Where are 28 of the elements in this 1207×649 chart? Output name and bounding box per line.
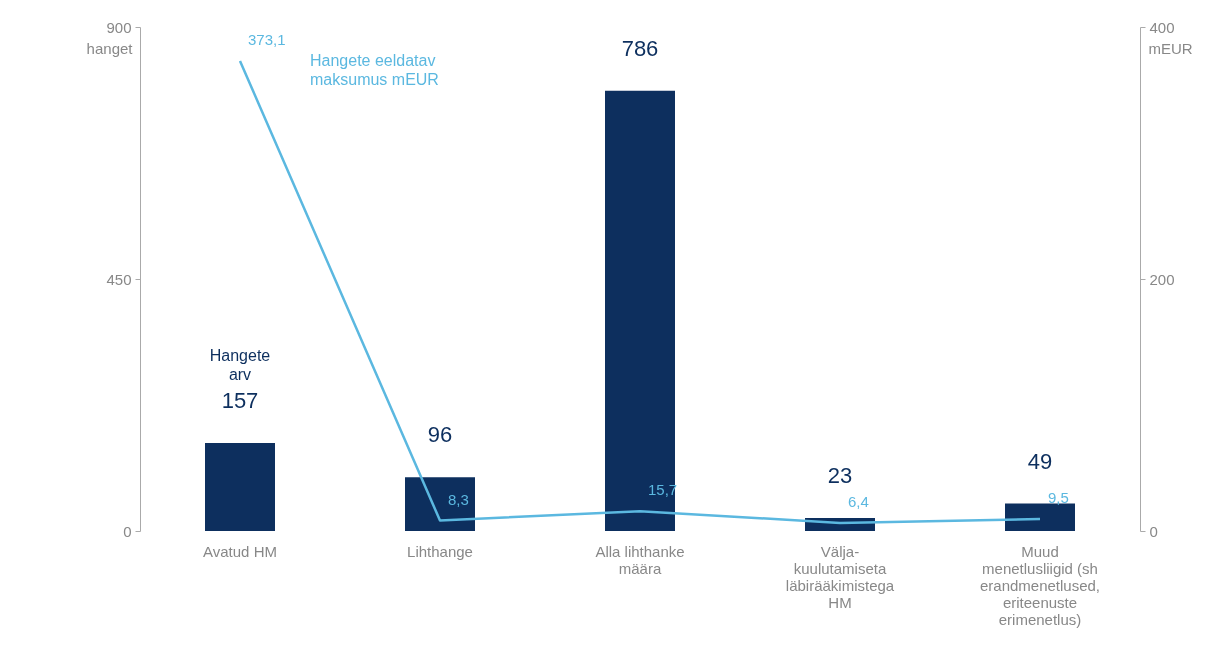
bar <box>205 443 275 531</box>
text: Hangete eeldatav maksumus mEUR <box>310 51 439 88</box>
y-tick-label: 0 <box>123 522 132 540</box>
y2-tick-label: 0 <box>1149 522 1158 540</box>
x-tick-label: Muud menetlusliigid (sh erandmenetlused, eriteenuste erimenetlus) <box>979 543 1101 628</box>
bar <box>1005 503 1075 531</box>
y-axis-title: hanget <box>86 39 134 57</box>
y2-axis-title: mEUR <box>1148 39 1193 57</box>
x-tick-label: Lihthange <box>407 543 473 560</box>
x-tick-label: Välja-kuulutamiseta läbirääkimistega HM <box>785 543 895 611</box>
data-label: 96 <box>427 422 453 448</box>
data-label: 8,3 <box>448 490 469 508</box>
x-tick-label: Avatud HM <box>203 543 277 560</box>
x-tick-label: Alla lihthanke määra <box>595 543 685 577</box>
bar <box>605 90 675 531</box>
data-label: 49 <box>1027 448 1053 474</box>
data-label: 23 <box>827 463 853 489</box>
data-label: 786 <box>621 35 659 61</box>
y-tick-label: 450 <box>106 270 132 288</box>
text: Hangete arv <box>209 347 271 384</box>
y2-tick-label: 200 <box>1149 270 1175 288</box>
data-label: 9,5 <box>1048 489 1069 507</box>
y2-tick-label: 400 <box>1149 18 1175 36</box>
y-tick-label: 900 <box>106 18 132 36</box>
data-label: 157 <box>221 388 259 414</box>
data-label: 373,1 <box>248 30 286 48</box>
bar <box>405 477 475 531</box>
data-label: 6,4 <box>848 492 869 510</box>
